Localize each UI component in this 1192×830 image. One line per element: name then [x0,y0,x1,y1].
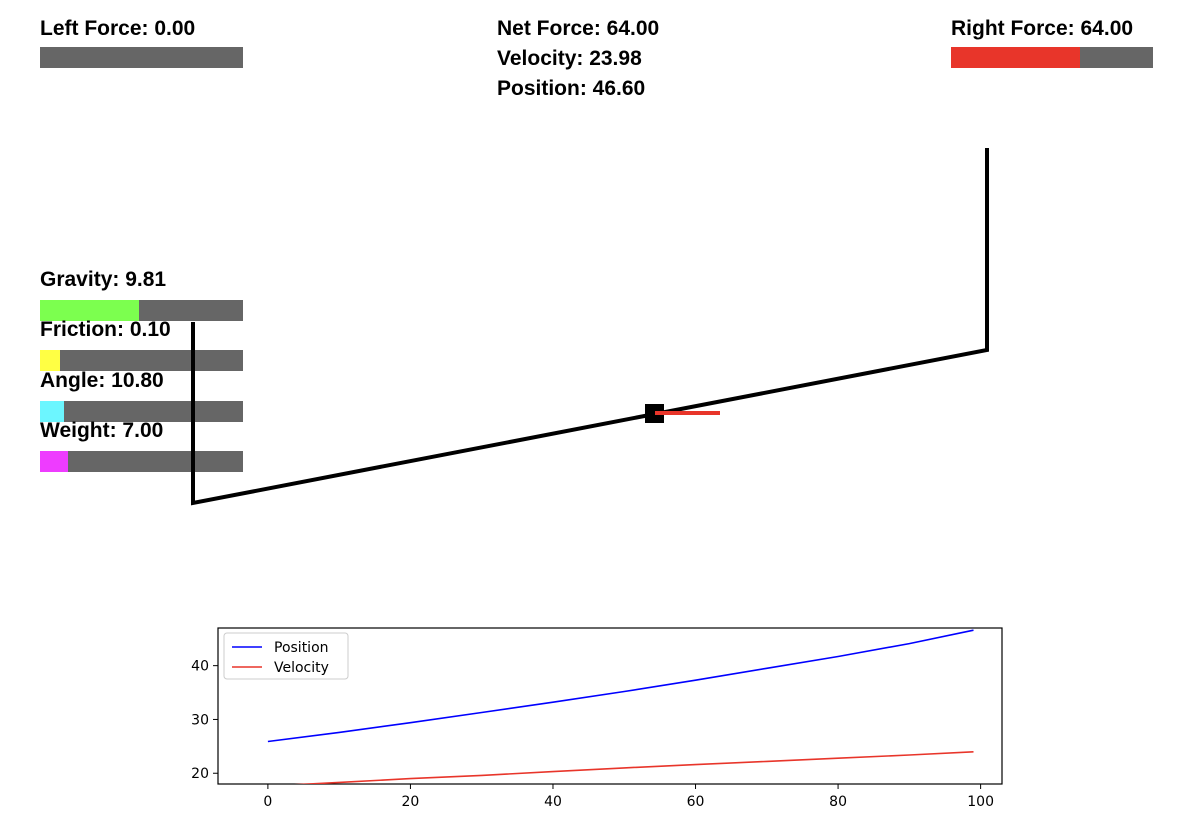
chart-axes-frame [217,627,1003,785]
y-tick-label: 40 [191,659,209,675]
legend-label-position: Position [274,640,329,656]
x-tick-label: 80 [829,794,847,810]
position-label: Position: 46.60 [497,77,646,100]
x-tick-label: 100 [967,794,994,810]
weight-label: Weight: 7.00 [40,419,164,442]
friction-slider[interactable] [40,350,243,371]
weight-slider-fill [40,451,69,472]
y-tick-label: 30 [191,712,209,728]
left-force-bar [40,47,243,68]
friction-slider-fill [40,350,61,371]
x-tick-label: 0 [263,794,272,810]
x-tick-label: 20 [402,794,420,810]
x-tick-label: 40 [544,794,562,810]
friction-label: Friction: 0.10 [40,318,171,341]
x-tick-label: 60 [687,794,705,810]
legend-label-velocity: Velocity [274,660,329,676]
net-force-label: Net Force: 64.00 [497,17,660,40]
angle-slider-fill [40,401,65,422]
series-line-position [267,629,974,743]
left-force-label: Left Force: 0.00 [40,17,196,40]
series-line-velocity [294,751,974,784]
right-force-bar-fill [951,47,1081,68]
track-incline [191,148,989,506]
weight-slider[interactable] [40,451,243,472]
gravity-slider[interactable] [40,300,243,321]
angle-label: Angle: 10.80 [40,369,164,392]
gravity-label: Gravity: 9.81 [40,268,167,291]
velocity-label: Velocity: 23.98 [497,47,642,70]
right-force-label: Right Force: 64.00 [951,17,1134,40]
cart [645,404,664,423]
position-velocity-chart: 20 30 40 0 20 40 60 80 100 Position Velocity [191,627,1003,810]
gravity-slider-fill [40,300,140,321]
y-tick-label: 20 [191,766,209,782]
right-force-bar [951,47,1153,68]
